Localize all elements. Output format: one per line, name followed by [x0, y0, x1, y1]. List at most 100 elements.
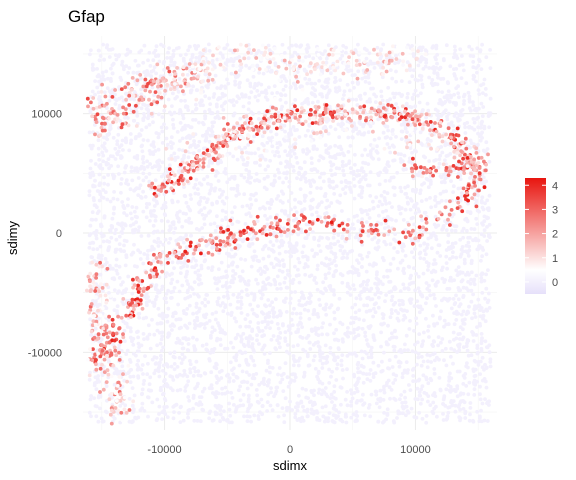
- scatter-point: [138, 367, 143, 372]
- scatter-point: [480, 114, 485, 118]
- scatter-point: [293, 290, 297, 294]
- scatter-point: [315, 252, 319, 256]
- scatter-point: [326, 77, 331, 81]
- scatter-point: [172, 410, 176, 414]
- scatter-point: [463, 125, 467, 130]
- scatter-point: [359, 364, 364, 368]
- scatter-point: [368, 378, 373, 383]
- scatter-point: [288, 130, 293, 135]
- scatter-point: [402, 405, 407, 410]
- scatter-point: [89, 255, 94, 259]
- scatter-point: [351, 283, 356, 288]
- scatter-point: [145, 372, 150, 377]
- scatter-point: [377, 213, 381, 218]
- scatter-point: [157, 365, 162, 370]
- scatter-point: [456, 265, 461, 269]
- scatter-point: [341, 187, 345, 192]
- scatter-point: [345, 82, 350, 87]
- scatter-point: [353, 73, 357, 77]
- scatter-point: [183, 194, 188, 199]
- scatter-point: [167, 163, 172, 168]
- scatter-point: [152, 50, 156, 55]
- scatter-point: [333, 86, 338, 91]
- scatter-point: [165, 335, 170, 339]
- scatter-point: [418, 243, 423, 248]
- scatter-point: [204, 342, 209, 347]
- scatter-point: [356, 69, 361, 74]
- scatter-point: [267, 365, 272, 370]
- scatter-point: [124, 255, 129, 260]
- scatter-point: [362, 286, 366, 291]
- scatter-point: [148, 162, 153, 166]
- scatter-point: [223, 167, 228, 171]
- scatter-point: [202, 259, 207, 264]
- scatter-point: [177, 219, 181, 224]
- scatter-point: [416, 397, 420, 402]
- scatter-point: [254, 372, 259, 376]
- scatter-point: [468, 406, 473, 410]
- scatter-point: [472, 227, 477, 232]
- scatter-point: [190, 287, 195, 292]
- scatter-point: [355, 103, 360, 107]
- scatter-point: [181, 116, 186, 121]
- scatter-point: [362, 46, 367, 51]
- scatter-point: [468, 145, 472, 150]
- scatter-point: [324, 302, 329, 307]
- scatter-point: [447, 375, 452, 379]
- scatter-point: [476, 193, 480, 198]
- scatter-point: [312, 308, 317, 312]
- scatter-point: [339, 124, 344, 129]
- scatter-point: [362, 401, 367, 406]
- scatter-point: [293, 264, 297, 269]
- scatter-point: [285, 343, 290, 347]
- scatter-point: [294, 243, 299, 247]
- scatter-point: [340, 163, 345, 168]
- scatter-point: [419, 354, 424, 359]
- scatter-point: [137, 186, 142, 191]
- scatter-point: [254, 191, 258, 196]
- scatter-point: [180, 224, 185, 229]
- scatter-point: [201, 103, 205, 108]
- scatter-point: [156, 306, 161, 311]
- scatter-point: [363, 330, 367, 335]
- scatter-point: [254, 51, 259, 56]
- scatter-point: [177, 289, 182, 294]
- scatter-point: [385, 412, 390, 416]
- scatter-point: [373, 246, 378, 251]
- scatter-point: [388, 279, 393, 284]
- scatter-point: [371, 360, 376, 365]
- scatter-point: [315, 147, 319, 152]
- scatter-point: [155, 160, 160, 164]
- scatter-point: [464, 364, 469, 369]
- scatter-point: [242, 175, 247, 180]
- scatter-point: [249, 291, 254, 296]
- scatter-point: [326, 131, 331, 136]
- scatter-point: [358, 370, 362, 374]
- scatter-point: [388, 150, 393, 155]
- scatter-point: [312, 278, 317, 282]
- scatter-point: [168, 324, 173, 328]
- scatter-point: [89, 333, 93, 337]
- scatter-point: [367, 216, 372, 220]
- scatter-point: [324, 312, 329, 317]
- scatter-point: [120, 231, 125, 235]
- scatter-point: [140, 401, 145, 406]
- scatter-point: [305, 147, 310, 152]
- scatter-point: [482, 228, 487, 233]
- scatter-point: [151, 58, 156, 63]
- scatter-point: [231, 63, 236, 68]
- scatter-point: [282, 262, 286, 267]
- scatter-point: [191, 406, 196, 411]
- scatter-point: [248, 84, 253, 89]
- scatter-point: [228, 413, 233, 418]
- scatter-point: [258, 410, 262, 414]
- scatter-point: [440, 90, 444, 94]
- scatter-point: [474, 333, 479, 337]
- scatter-point: [392, 246, 396, 250]
- scatter-point: [340, 280, 345, 285]
- scatter-point: [400, 129, 405, 134]
- scatter-point: [88, 143, 93, 148]
- scatter-point: [452, 44, 457, 49]
- scatter-point: [188, 370, 193, 375]
- scatter-point: [344, 64, 349, 69]
